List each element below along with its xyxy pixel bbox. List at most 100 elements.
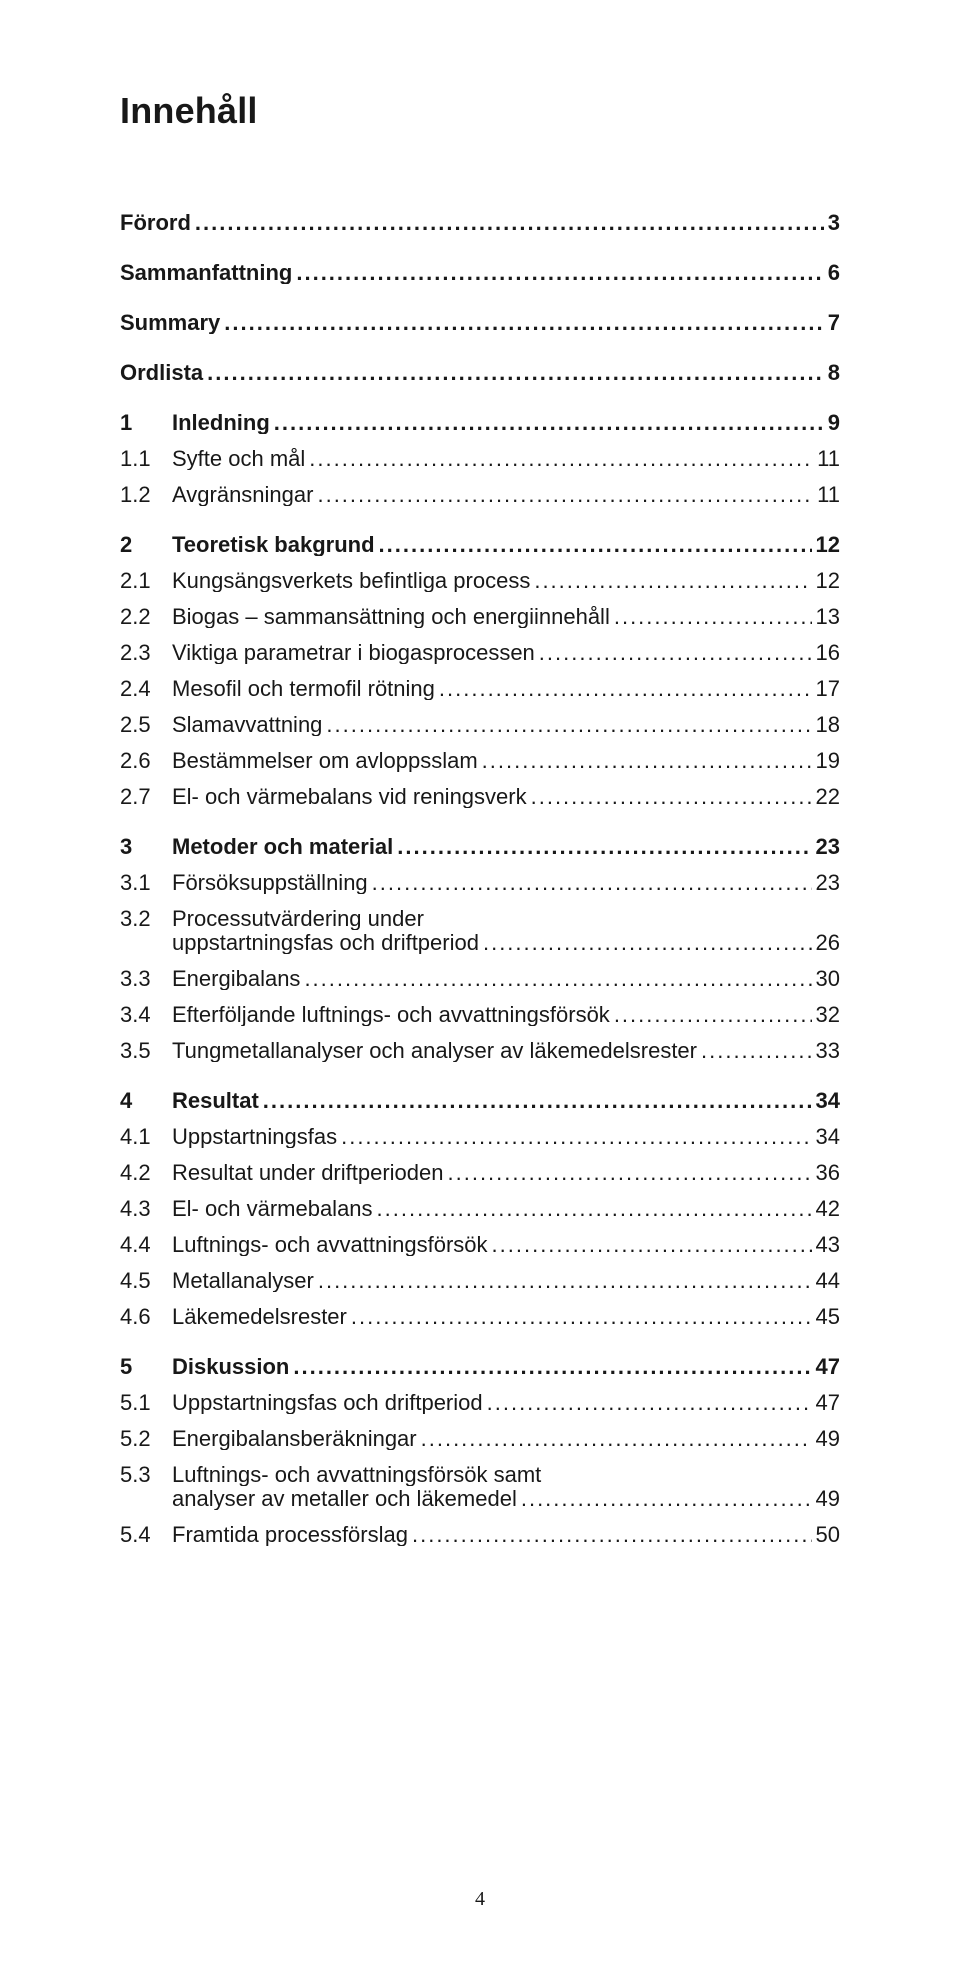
toc-entry-label: Processutvärdering under [172, 908, 424, 930]
toc-group-gap [120, 348, 840, 362]
toc-entry-label: Luftnings- och avvattningsförsök [172, 1234, 488, 1256]
toc-entry: 2Teoretisk bakgrund12 [120, 534, 840, 556]
toc-entry-number: 3.1 [120, 872, 172, 894]
toc-entry-label: Slamavvattning [172, 714, 322, 736]
toc-leader-dots [195, 212, 824, 234]
toc-entry-number: 4 [120, 1090, 172, 1112]
toc-entry-number: 5.3 [120, 1464, 172, 1486]
toc-entry-page: 19 [816, 750, 840, 772]
toc-leader-dots [439, 678, 812, 700]
toc-entry-page: 45 [816, 1306, 840, 1328]
toc-leader-dots [397, 836, 811, 858]
toc-entry-page: 30 [816, 968, 840, 990]
toc-entry-number: 1.1 [120, 448, 172, 470]
toc-entry-continuation: analyser av metaller och läkemedel 49 [120, 1488, 840, 1510]
toc-group-gap [120, 520, 840, 534]
toc-entry-label: Inledning [172, 412, 270, 434]
toc-entry-label: Tungmetallanalyser och analyser av läkem… [172, 1040, 697, 1062]
toc-entry-label: Teoretisk bakgrund [172, 534, 375, 556]
toc-entry-label: El- och värmebalans vid reningsverk [172, 786, 527, 808]
toc-entry-page: 8 [828, 362, 840, 384]
toc-entry-label: El- och värmebalans [172, 1198, 373, 1220]
toc-entry-label: Förord [120, 212, 191, 234]
toc-entry-label: Framtida processförslag [172, 1524, 408, 1546]
toc-entry: 5.4Framtida processförslag50 [120, 1524, 840, 1546]
toc-leader-dots [614, 1004, 812, 1026]
toc-leader-dots [539, 642, 812, 664]
toc-entry-number: 1 [120, 412, 172, 434]
toc-entry-number: 2.4 [120, 678, 172, 700]
toc-entry-number: 2.1 [120, 570, 172, 592]
toc-entry-page: 49 [816, 1488, 840, 1510]
toc-entry: 5.1Uppstartningsfas och driftperiod47 [120, 1392, 840, 1414]
toc-group-gap [120, 298, 840, 312]
toc-entry: 3.3Energibalans 30 [120, 968, 840, 990]
toc-leader-dots [207, 362, 824, 384]
toc-leader-dots [224, 312, 823, 334]
toc-entry-label: Biogas – sammansättning och energiinnehå… [172, 606, 610, 628]
toc-entry: 2.3Viktiga parametrar i biogasprocessen1… [120, 642, 840, 664]
toc-entry-page: 43 [816, 1234, 840, 1256]
toc-entry-page: 7 [828, 312, 840, 334]
toc-entry-page: 34 [816, 1090, 840, 1112]
toc-entry: 2.7El- och värmebalans vid reningsverk 22 [120, 786, 840, 808]
toc-entry-label: Metoder och material [172, 836, 393, 858]
toc-entry-label: Uppstartningsfas [172, 1126, 337, 1148]
toc-entry-label: Summary [120, 312, 220, 334]
toc-entry: 4.6Läkemedelsrester 45 [120, 1306, 840, 1328]
toc-entry-number: 4.4 [120, 1234, 172, 1256]
toc-entry-number: 2.5 [120, 714, 172, 736]
toc-entry-label: Ordlista [120, 362, 203, 384]
toc-leader-dots [448, 1162, 812, 1184]
toc-entry-number: 3.5 [120, 1040, 172, 1062]
toc-leader-dots [421, 1428, 812, 1450]
toc-entry-page: 49 [816, 1428, 840, 1450]
toc-entry-number: 4.2 [120, 1162, 172, 1184]
toc-leader-dots [326, 714, 811, 736]
toc-leader-dots [534, 570, 811, 592]
toc-entry-number: 3.3 [120, 968, 172, 990]
toc-leader-dots [492, 1234, 812, 1256]
toc-entry-page: 22 [816, 786, 840, 808]
toc-entry-page: 18 [816, 714, 840, 736]
toc-leader-dots [483, 932, 812, 954]
toc-entry-label: Energibalans [172, 968, 300, 990]
toc-leader-dots [274, 412, 824, 434]
toc-group-gap [120, 398, 840, 412]
toc-leader-dots [377, 1198, 812, 1220]
toc-leader-dots [614, 606, 812, 628]
toc-entry-page: 16 [816, 642, 840, 664]
page-container: Innehåll Förord3Sammanfattning6Summary7O… [0, 0, 960, 1967]
toc-entry-label: uppstartningsfas och driftperiod [172, 932, 479, 954]
toc-entry: 4.3El- och värmebalans42 [120, 1198, 840, 1220]
toc-entry: 4Resultat34 [120, 1090, 840, 1112]
page-title: Innehåll [120, 90, 840, 132]
toc-entry-page: 11 [817, 448, 840, 470]
toc-entry: 4.5Metallanalyser44 [120, 1270, 840, 1292]
toc-entry-label: Diskussion [172, 1356, 289, 1378]
toc-entry-number: 5 [120, 1356, 172, 1378]
toc-entry: 4.2Resultat under driftperioden36 [120, 1162, 840, 1184]
toc-leader-dots [318, 1270, 812, 1292]
toc-entry: 2.2Biogas – sammansättning och energiinn… [120, 606, 840, 628]
toc-entry-page: 44 [816, 1270, 840, 1292]
toc-entry: 4.1Uppstartningsfas34 [120, 1126, 840, 1148]
page-number: 4 [0, 1888, 960, 1911]
toc-entry: 1.2Avgränsningar11 [120, 484, 840, 506]
toc-entry: 3.4Efterföljande luftnings- och avvattni… [120, 1004, 840, 1026]
toc-entry-label: Kungsängsverkets befintliga process [172, 570, 530, 592]
toc-entry-number: 4.6 [120, 1306, 172, 1328]
toc-entry-page: 50 [816, 1524, 840, 1546]
toc-entry: 2.4Mesofil och termofil rötning17 [120, 678, 840, 700]
toc-entry-label: analyser av metaller och läkemedel [172, 1488, 517, 1510]
toc-leader-dots [317, 484, 813, 506]
toc-entry-number: 5.1 [120, 1392, 172, 1414]
toc-leader-dots [372, 872, 812, 894]
toc-entry: Sammanfattning6 [120, 262, 840, 284]
toc-entry-label: Läkemedelsrester [172, 1306, 347, 1328]
toc-entry-page: 12 [816, 534, 840, 556]
toc-entry: Summary 7 [120, 312, 840, 334]
toc-entry: 5Diskussion47 [120, 1356, 840, 1378]
toc-entry-page: 26 [816, 932, 840, 954]
toc-entry-number: 2.7 [120, 786, 172, 808]
